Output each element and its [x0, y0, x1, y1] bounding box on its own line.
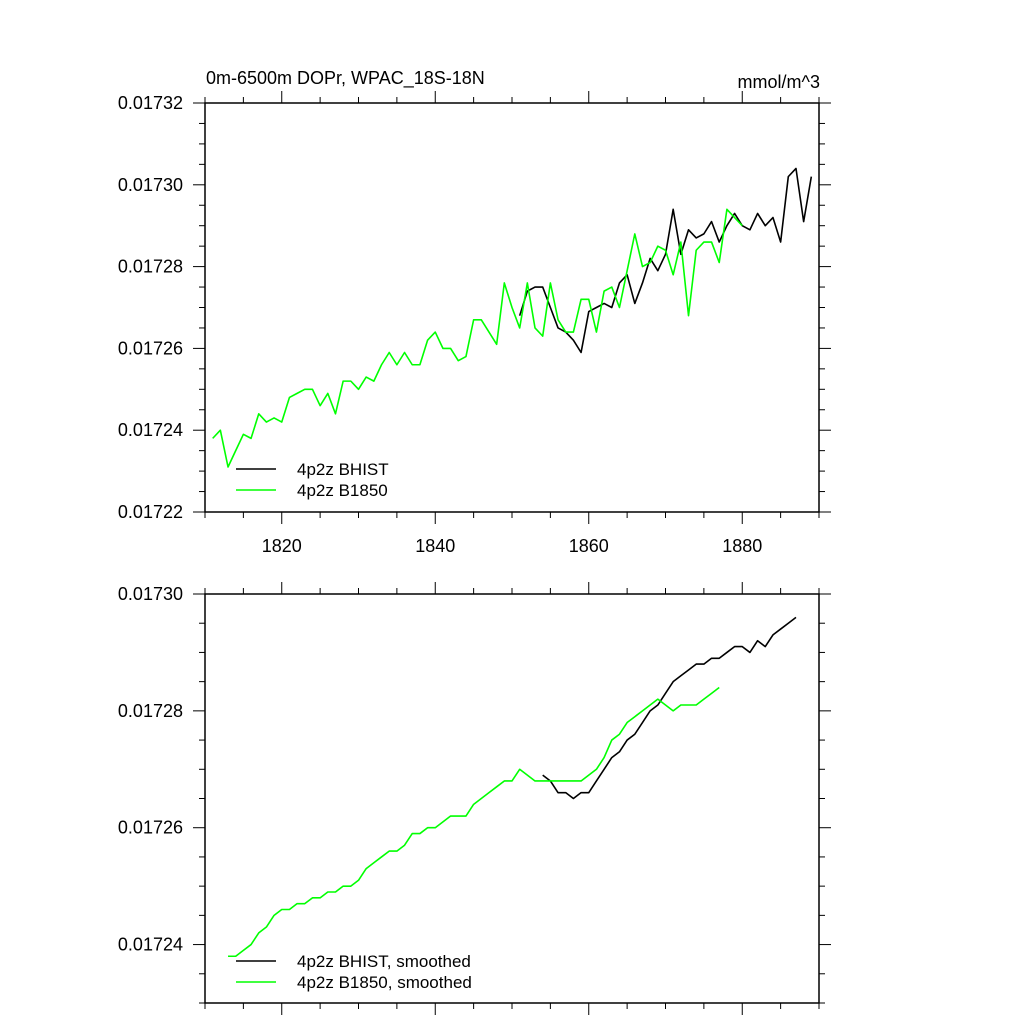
units-label: mmol/m^3	[738, 72, 820, 92]
y-tick-label: 0.01726	[118, 818, 183, 838]
series-line-b1850	[228, 686, 720, 958]
chart-title: 0m-6500m DOPr, WPAC_18S-18N	[206, 68, 485, 89]
top-panel-legend: 4p2z BHIST 4p2z B1850	[236, 460, 389, 500]
x-tick-label: 1820	[262, 536, 302, 556]
legend-label-b1850: 4p2z B1850	[297, 481, 388, 500]
y-tick-label: 0.01730	[118, 175, 183, 195]
y-tick-label: 0.01726	[118, 338, 183, 358]
legend-label-b1850-smoothed: 4p2z B1850, smoothed	[297, 973, 472, 992]
y-tick-label: 0.01722	[118, 502, 183, 522]
legend-label-bhist-smoothed: 4p2z BHIST, smoothed	[297, 952, 471, 971]
y-tick-label: 0.01730	[118, 584, 183, 604]
x-tick-label: 1880	[722, 536, 762, 556]
y-tick-label: 0.01732	[118, 93, 183, 113]
bottom-panel-plot-frame	[204, 593, 820, 1004]
bottom-panel-legend: 4p2z BHIST, smoothed 4p2z B1850, smoothe…	[236, 952, 472, 992]
bottom-panel: 0.01724 0.01726 0.01728 0.01730 4p2z BHIST,…	[118, 582, 831, 1015]
y-tick-label: 0.01728	[118, 701, 183, 721]
top-panel-ticks: 1820 1840 1860 1880 0.01722 0.01724 0.01726 0.0…	[118, 91, 831, 556]
bottom-panel-ticks: 0.01724 0.01726 0.01728 0.01730	[118, 582, 831, 1015]
legend-label-bhist: 4p2z BHIST	[297, 460, 389, 479]
bottom-panel-series	[228, 616, 797, 958]
y-tick-label: 0.01724	[118, 420, 183, 440]
y-tick-label: 0.01724	[118, 935, 183, 955]
series-line-b1850	[212, 208, 743, 468]
x-tick-label: 1860	[569, 536, 609, 556]
top-panel-plot-frame	[204, 102, 820, 513]
top-panel-series	[212, 167, 813, 468]
top-panel: 0m-6500m DOPr, WPAC_18S-18N mmol/m^3 182…	[118, 68, 831, 556]
x-tick-label: 1840	[415, 536, 455, 556]
series-line-bhist	[518, 167, 813, 354]
y-tick-label: 0.01728	[118, 257, 183, 277]
series-line-bhist	[542, 616, 797, 800]
